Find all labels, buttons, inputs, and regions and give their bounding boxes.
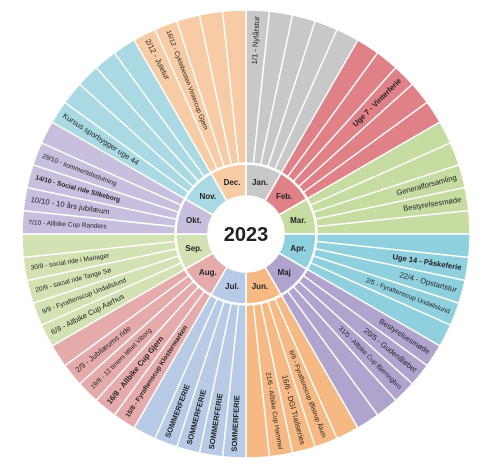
month-label-maj: Maj [278,268,291,277]
month-label-feb: Feb. [276,192,292,201]
month-label-apr: Apr. [290,244,306,253]
year-label: 2023 [224,224,269,246]
event-sector-dec-5 [221,9,247,165]
month-label-okt: Okt. [186,216,202,225]
month-label-mar: Mar. [290,216,306,225]
month-label-jan: Jan. [252,178,268,187]
month-label-aug: Aug. [199,268,217,277]
center-disc [208,196,284,272]
event-label: 7/10 - Allbike Cup Randers [28,219,107,230]
month-label-nov: Nov. [199,192,216,201]
month-label-jun: Jun. [252,282,268,291]
month-ring: Jan. Feb. Mar. Apr. Maj Jun. Jul. Aug. Sep. Okt. N… [175,163,317,305]
month-label-dec: Dec. [224,178,241,187]
month-label-sep: Sep. [185,244,202,253]
event-label: 1/1 - Nytårstur [250,16,262,65]
month-label-jul: Jul. [225,282,239,291]
event-label: SOMMERFERIE [230,395,242,452]
